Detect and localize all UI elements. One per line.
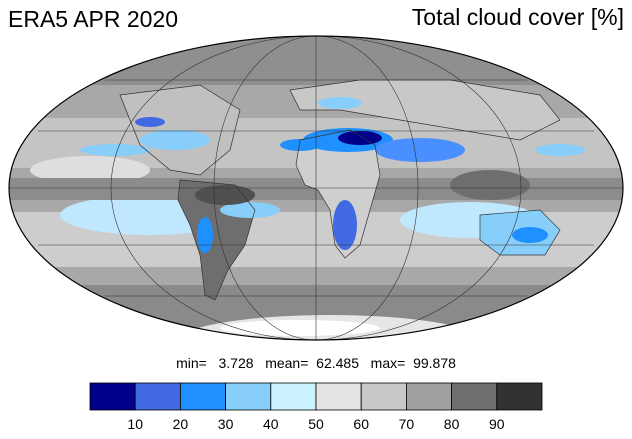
colorbar-tick-label: 10 — [127, 416, 143, 432]
colorbar-swatch — [134, 382, 181, 411]
colorbar-swatch — [89, 382, 136, 411]
colorbar-tick-label: 20 — [173, 416, 189, 432]
colorbar-tick-label: 60 — [353, 416, 369, 432]
stats-readout: min= 3.728 mean= 62.485 max= 99.878 — [176, 355, 456, 371]
colorbar-tick-label: 40 — [263, 416, 279, 432]
colorbar-swatch — [270, 382, 317, 411]
cloud-cover-map — [8, 35, 624, 341]
colorbar-tick-label: 30 — [218, 416, 234, 432]
colorbar-swatch — [225, 382, 272, 411]
map-title-left: ERA5 APR 2020 — [8, 6, 179, 32]
colorbar-swatch — [179, 382, 226, 411]
colorbar-swatch — [360, 382, 407, 411]
map-title-right: Total cloud cover [%] — [411, 4, 624, 30]
colorbar-swatch — [405, 382, 452, 411]
colorbar-tick-label: 70 — [399, 416, 415, 432]
colorbar-swatch — [496, 382, 543, 411]
colorbar-tick-label: 90 — [489, 416, 505, 432]
colorbar-swatch — [451, 382, 498, 411]
colorbar-tick-label: 80 — [444, 416, 460, 432]
colorbar-tick-label: 50 — [308, 416, 324, 432]
colorbar-swatch — [315, 382, 362, 411]
